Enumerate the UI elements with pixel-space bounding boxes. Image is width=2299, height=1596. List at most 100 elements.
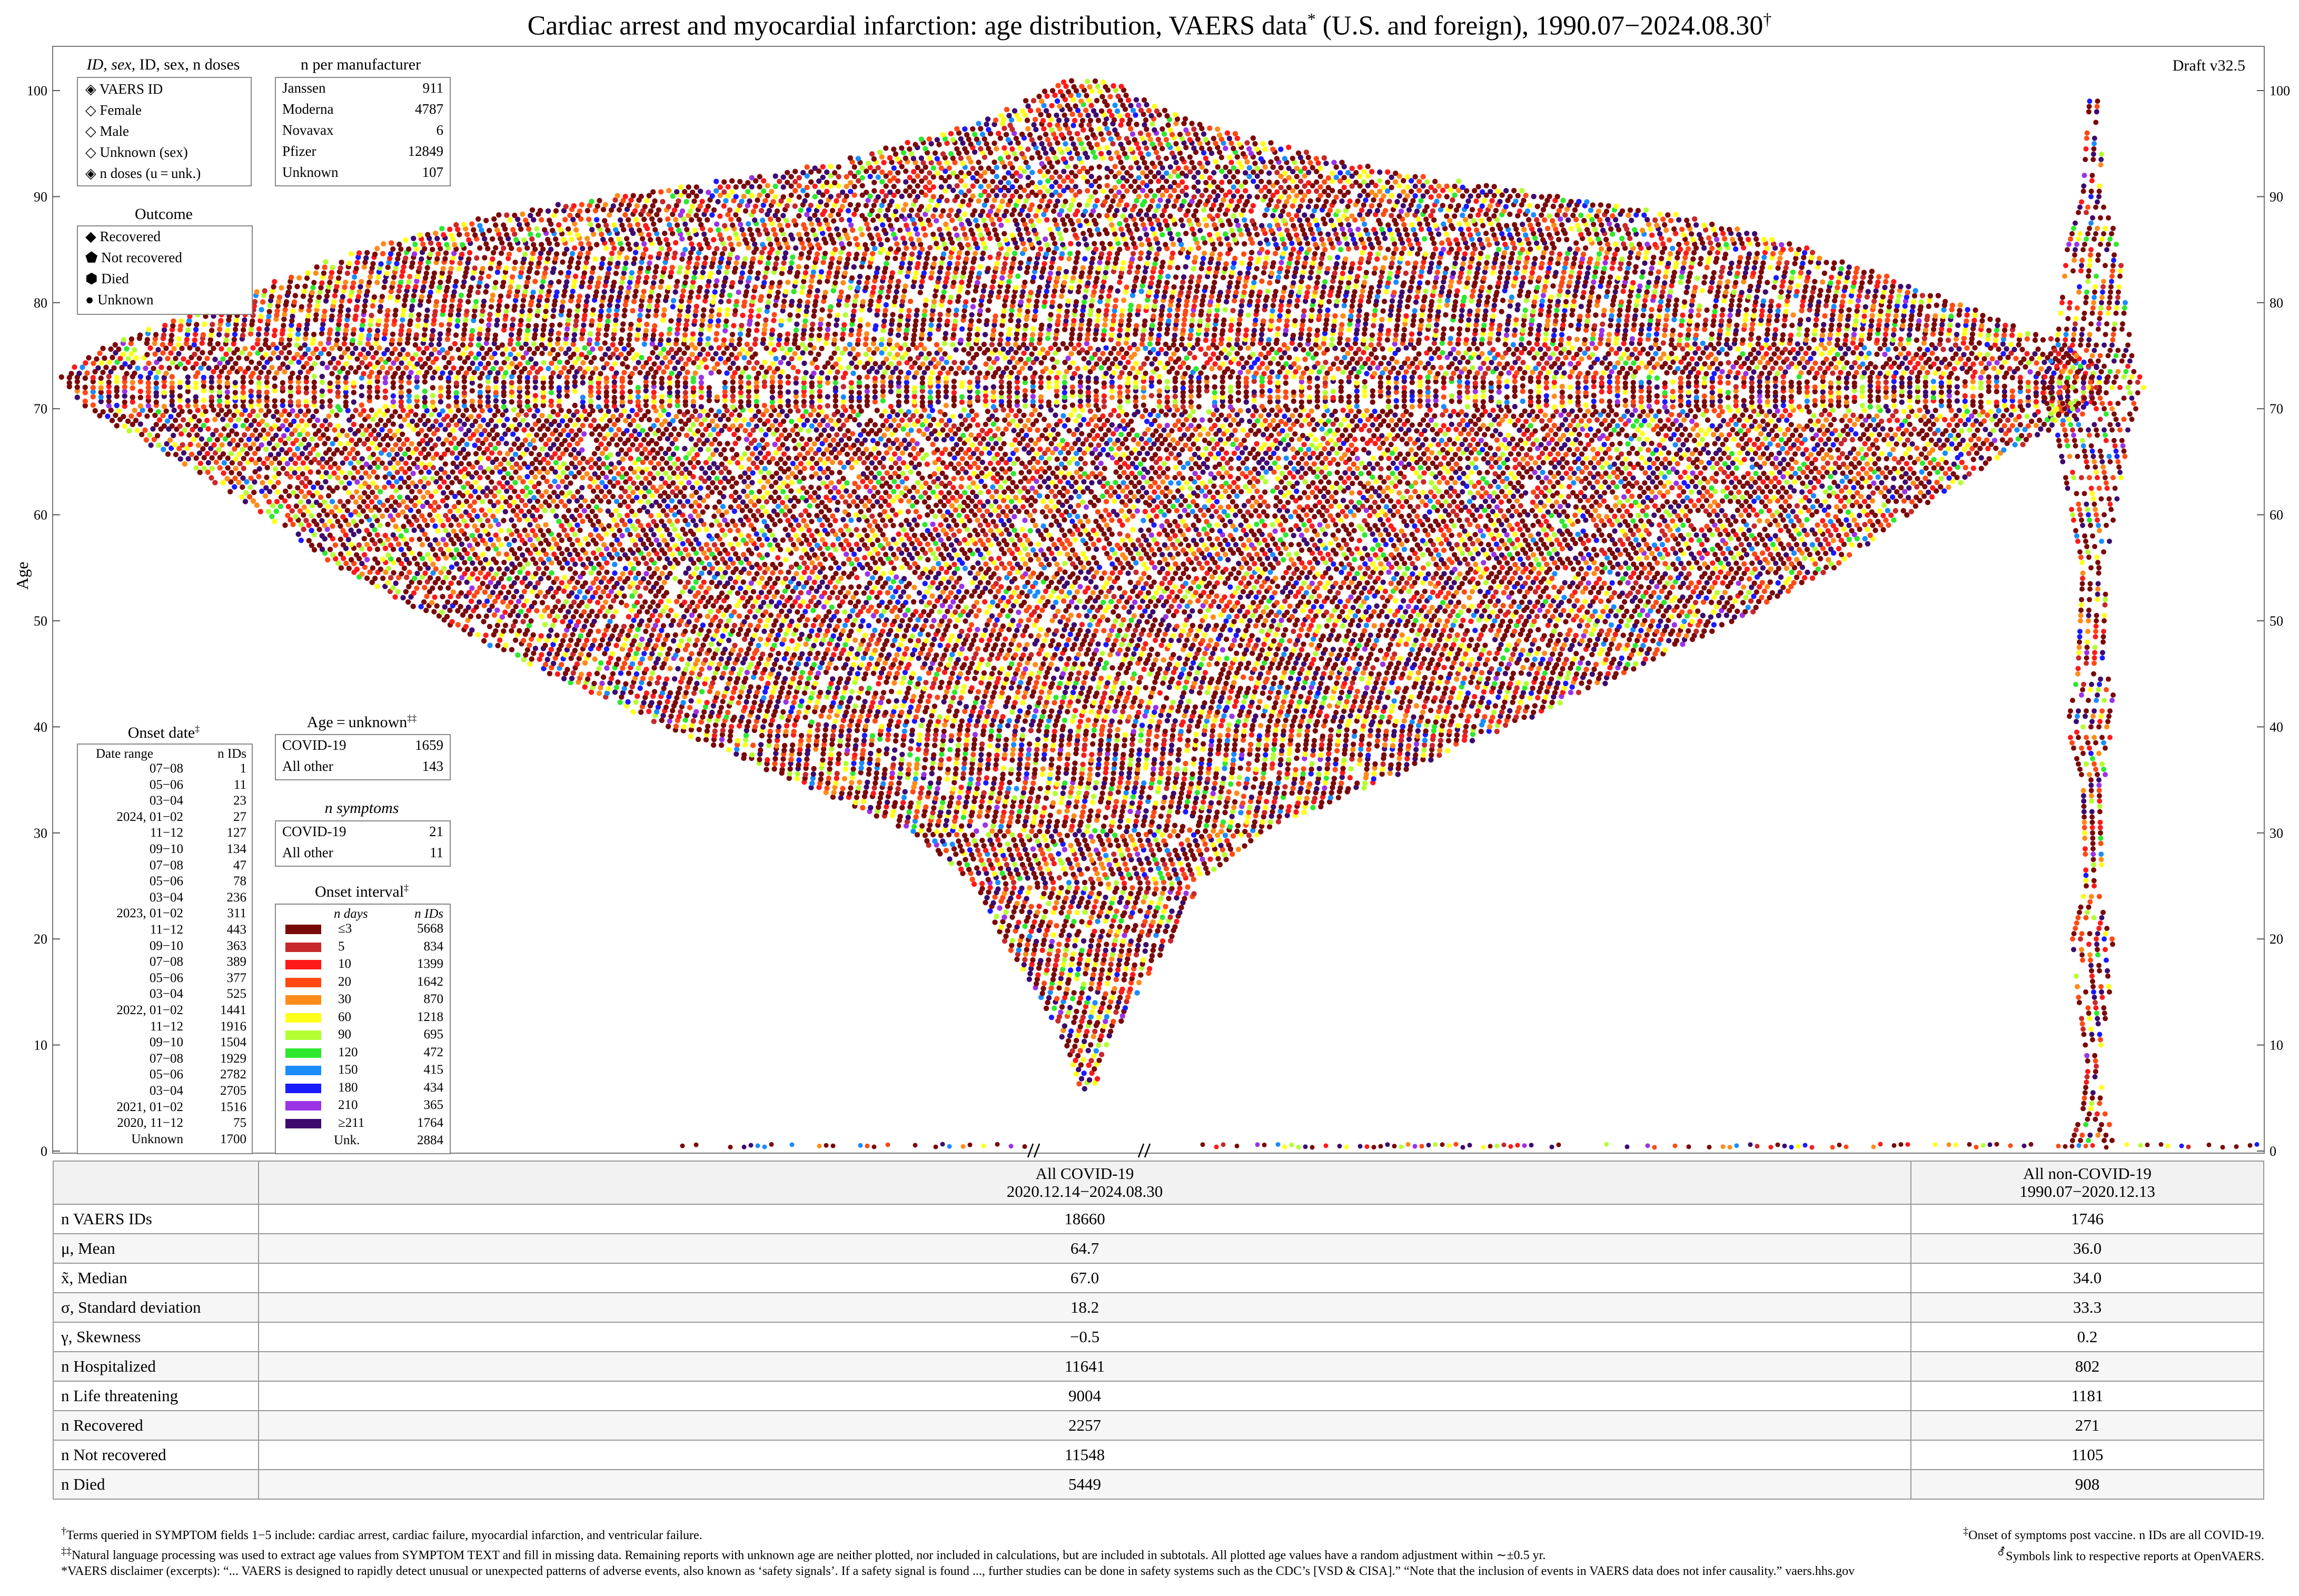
swarm-point[interactable] — [1206, 623, 1211, 629]
swarm-point[interactable] — [732, 643, 737, 648]
swarm-point[interactable] — [1230, 851, 1235, 857]
swarm-point[interactable] — [1057, 709, 1062, 715]
swarm-point[interactable] — [1115, 929, 1121, 934]
swarm-point[interactable] — [1304, 738, 1309, 743]
swarm-point[interactable] — [1404, 762, 1409, 767]
swarm-point[interactable] — [1247, 747, 1253, 752]
swarm-point[interactable] — [1593, 642, 1598, 647]
swarm-point[interactable] — [688, 698, 693, 703]
swarm-point[interactable] — [724, 623, 729, 628]
swarm-point[interactable] — [1302, 708, 1307, 713]
swarm-point[interactable] — [1032, 947, 1037, 953]
swarm-point[interactable] — [1609, 622, 1614, 628]
swarm-point[interactable] — [847, 651, 852, 657]
swarm-point[interactable] — [868, 751, 873, 756]
swarm-point[interactable] — [1147, 829, 1153, 834]
swarm-point[interactable] — [1321, 723, 1326, 728]
swarm-point[interactable] — [876, 681, 881, 686]
swarm-point[interactable] — [1274, 785, 1280, 790]
swarm-point[interactable] — [1275, 718, 1281, 723]
swarm-point[interactable] — [1076, 790, 1082, 796]
swarm-point[interactable] — [940, 838, 945, 844]
swarm-point[interactable] — [1090, 800, 1095, 805]
swarm-point[interactable] — [1368, 632, 1373, 638]
swarm-point[interactable] — [1075, 733, 1081, 738]
swarm-point[interactable] — [636, 666, 641, 671]
swarm-point[interactable] — [1153, 638, 1158, 643]
swarm-point[interactable] — [690, 629, 696, 634]
swarm-point[interactable] — [1295, 742, 1301, 748]
swarm-point[interactable] — [1412, 662, 1417, 667]
swarm-point[interactable] — [1388, 762, 1393, 768]
swarm-point[interactable] — [1177, 800, 1182, 805]
swarm-point[interactable] — [1198, 685, 1204, 690]
swarm-point[interactable] — [1464, 695, 1469, 700]
swarm-point[interactable] — [956, 737, 962, 742]
swarm-point[interactable] — [1072, 943, 1077, 948]
swarm-point[interactable] — [1002, 938, 1007, 944]
swarm-point[interactable] — [1190, 623, 1195, 628]
swarm-point[interactable] — [1323, 718, 1328, 723]
swarm-point[interactable] — [833, 719, 838, 724]
swarm-point[interactable] — [882, 622, 887, 627]
swarm-point[interactable] — [1124, 829, 1129, 834]
swarm-point[interactable] — [851, 709, 857, 714]
swarm-point[interactable] — [1064, 661, 1069, 667]
swarm-point[interactable] — [1280, 705, 1285, 710]
swarm-point[interactable] — [873, 718, 878, 723]
swarm-point[interactable] — [1084, 1029, 1089, 1034]
swarm-point[interactable] — [816, 671, 821, 676]
swarm-point[interactable] — [589, 689, 594, 695]
swarm-point[interactable] — [966, 722, 971, 728]
swarm-point[interactable] — [1081, 804, 1086, 809]
swarm-point[interactable] — [1511, 695, 1517, 700]
swarm-point[interactable] — [1072, 661, 1077, 667]
swarm-point[interactable] — [1293, 772, 1298, 777]
swarm-point[interactable] — [1087, 772, 1093, 777]
swarm-point[interactable] — [916, 638, 921, 643]
swarm-point[interactable] — [1553, 623, 1559, 628]
swarm-point[interactable] — [842, 776, 847, 781]
swarm-point[interactable] — [1395, 771, 1401, 777]
swarm-point[interactable] — [1286, 757, 1291, 762]
swarm-point[interactable] — [993, 809, 998, 815]
swarm-point[interactable] — [1460, 708, 1465, 713]
swarm-point[interactable] — [798, 738, 804, 744]
swarm-point[interactable] — [1242, 729, 1247, 734]
swarm-point[interactable] — [1112, 832, 1117, 838]
swarm-point[interactable] — [1053, 963, 1058, 968]
swarm-point[interactable] — [1023, 847, 1028, 852]
swarm-point[interactable] — [1097, 856, 1102, 861]
swarm-point[interactable] — [1010, 751, 1015, 757]
swarm-point[interactable] — [1279, 638, 1284, 643]
swarm-point[interactable] — [736, 700, 741, 706]
swarm-point[interactable] — [784, 723, 789, 728]
swarm-point[interactable] — [730, 666, 736, 671]
swarm-point[interactable] — [831, 724, 837, 729]
swarm-point[interactable] — [1016, 920, 1021, 925]
swarm-point[interactable] — [691, 690, 697, 696]
swarm-point[interactable] — [830, 700, 836, 706]
swarm-point[interactable] — [1246, 810, 1251, 815]
swarm-point[interactable] — [1109, 781, 1115, 787]
swarm-point[interactable] — [533, 646, 538, 651]
swarm-point[interactable] — [1111, 1019, 1116, 1024]
swarm-point[interactable] — [986, 757, 991, 762]
swarm-point[interactable] — [1092, 967, 1097, 972]
swarm-point[interactable] — [963, 804, 968, 809]
swarm-point[interactable] — [1178, 861, 1183, 866]
swarm-point[interactable] — [1427, 623, 1432, 628]
swarm-point[interactable] — [1435, 662, 1441, 667]
swarm-point[interactable] — [1156, 628, 1162, 633]
swarm-point[interactable] — [1554, 662, 1559, 667]
swarm-point[interactable] — [1356, 661, 1362, 667]
swarm-point[interactable] — [1340, 623, 1345, 629]
swarm-point[interactable] — [1066, 885, 1072, 890]
swarm-point[interactable] — [1624, 623, 1630, 628]
swarm-point[interactable] — [1260, 690, 1265, 696]
swarm-point[interactable] — [958, 695, 964, 700]
swarm-point[interactable] — [810, 690, 815, 696]
swarm-point[interactable] — [1163, 631, 1168, 637]
swarm-point[interactable] — [1116, 789, 1121, 795]
swarm-point[interactable] — [1295, 748, 1300, 753]
